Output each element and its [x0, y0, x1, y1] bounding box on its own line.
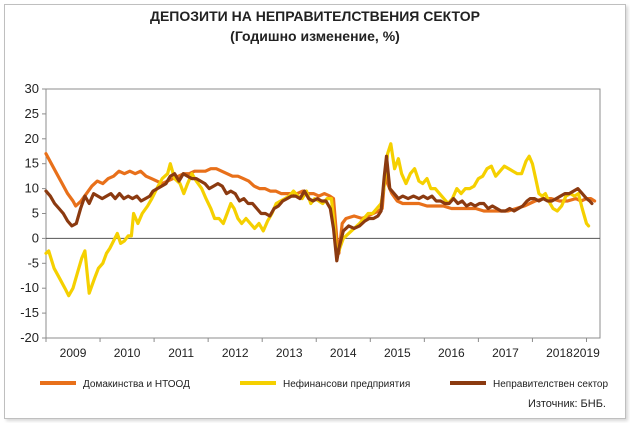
- x-tick-label: 2017: [492, 346, 519, 360]
- y-tick-label: 25: [25, 106, 39, 121]
- legend-item-2: Нефинансови предприятия: [240, 378, 410, 390]
- y-axis: 30 25 20 15 10 5 0 -5 -10 -15 -20: [20, 81, 46, 345]
- y-tick-label: -10: [20, 280, 39, 295]
- plot-area: [45, 88, 601, 339]
- legend-item-3: Неправителствен сектор: [450, 379, 608, 390]
- series-line-3: [44, 154, 594, 263]
- x-tick-label: 2019: [573, 346, 600, 360]
- y-tick-label: 20: [25, 131, 39, 146]
- x-tick-label: 2010: [114, 346, 141, 360]
- x-tick-label: 2016: [438, 346, 465, 360]
- x-axis: 2009 2010 2011 2012 2013 2014 2015 2016 2017 2018…: [45, 338, 600, 360]
- y-tick-label: 15: [25, 156, 39, 171]
- legend-item-1: Домакинства и НТООД: [40, 379, 190, 390]
- y-tick-label: -5: [27, 255, 39, 270]
- x-tick-label: 2009: [60, 346, 87, 360]
- x-tick-label: 2018: [546, 346, 573, 360]
- plot-border: [45, 88, 601, 339]
- series-line-1: [44, 152, 597, 255]
- x-tick-label: 2011: [168, 346, 194, 360]
- x-tick-label: 2012: [222, 346, 249, 360]
- legend-label: Домакинства и НТООД: [83, 379, 190, 390]
- legend: Домакинства и НТООД Нефинансови предприят…: [40, 378, 608, 390]
- series-lines: [44, 142, 597, 298]
- legend-label: Неправителствен сектор: [493, 379, 608, 390]
- x-tick-label: 2013: [276, 346, 303, 360]
- y-tick-label: 5: [32, 206, 39, 221]
- y-tick-label: 0: [32, 230, 39, 245]
- y-tick-label: 10: [25, 181, 39, 196]
- chart-title: ДЕПОЗИТИ НА НЕПРАВИТЕЛСТВЕНИЯ СЕКТОР: [150, 8, 480, 24]
- chart-frame: [4, 4, 626, 419]
- legend-label: Нефинансови предприятия: [283, 378, 410, 390]
- y-tick-label: 30: [25, 81, 39, 96]
- series-line-2: [44, 142, 591, 298]
- source-note: Източник: БНБ.: [527, 398, 606, 410]
- chart-subtitle: (Годишно изменение, %): [230, 28, 400, 44]
- y-tick-label: -20: [20, 330, 39, 345]
- x-tick-label: 2014: [330, 346, 357, 360]
- x-tick-label: 2015: [384, 346, 411, 360]
- y-tick-label: -15: [20, 305, 39, 320]
